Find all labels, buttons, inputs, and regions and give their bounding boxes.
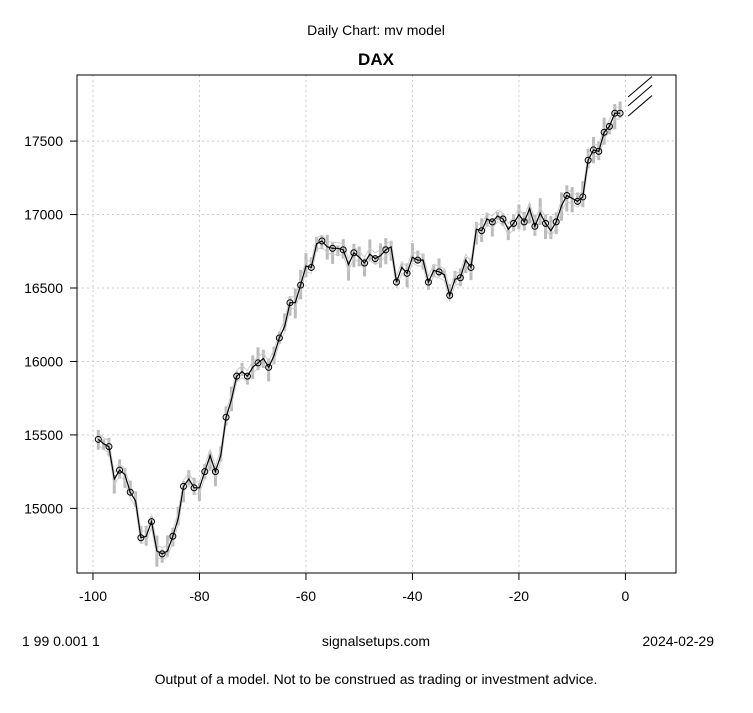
close-point (169, 532, 177, 540)
close-point (318, 237, 326, 245)
forecast-line-upper (627, 76, 653, 98)
close-point (531, 222, 539, 230)
series-lines (97, 106, 621, 561)
y-tick-label: 15500 (24, 427, 63, 443)
close-point (478, 227, 486, 235)
chart-suptitle: Daily Chart: mv model (307, 22, 445, 38)
close-point (275, 334, 283, 342)
close-point (254, 359, 262, 367)
close-point (190, 484, 198, 492)
forecast-line-lower (627, 95, 653, 117)
close-point (595, 147, 603, 155)
lower-band-line (97, 118, 621, 561)
close-point (371, 255, 379, 263)
close-point (126, 488, 134, 496)
close-point (148, 518, 156, 526)
close-point (116, 466, 124, 474)
close-point (297, 281, 305, 289)
close-point (579, 193, 587, 201)
close-point (611, 109, 619, 117)
footer-source: signalsetups.com (322, 633, 430, 649)
close-point (510, 219, 518, 227)
grid (77, 75, 676, 573)
close-point (435, 268, 443, 276)
plot-frame (76, 74, 677, 574)
y-tick-label: 16000 (24, 353, 63, 369)
close-point (520, 218, 528, 226)
x-tick-label: -80 (189, 588, 209, 604)
forecast-line-mid (627, 84, 653, 107)
close-point (361, 259, 369, 267)
close-point (563, 191, 571, 199)
y-tick-label: 17000 (24, 207, 63, 223)
close-point (616, 109, 624, 117)
close-point (382, 246, 390, 254)
close-point (137, 534, 145, 542)
close-points (94, 109, 624, 558)
close-point (467, 263, 475, 271)
close-point (105, 443, 113, 451)
x-tick-label: 0 (622, 588, 630, 604)
close-point (233, 372, 241, 380)
forecast-lines (627, 76, 653, 117)
close-point (179, 482, 187, 490)
axes: -100 -80 -60 -40 -20 0 15000 15500 16000 16500 170… (24, 133, 629, 604)
close-point (307, 263, 315, 271)
y-tick-label: 16500 (24, 280, 63, 296)
close-point (211, 468, 219, 476)
close-point (605, 122, 613, 130)
close-point (424, 278, 432, 286)
close-point (403, 269, 411, 277)
close-point (286, 299, 294, 307)
close-point (584, 156, 592, 164)
close-point (499, 215, 507, 223)
close-point (350, 249, 358, 257)
close-point (542, 219, 550, 227)
close-point (600, 128, 608, 136)
close-point (222, 413, 230, 421)
close-point (158, 550, 166, 558)
close-point (265, 363, 273, 371)
close-point (392, 278, 400, 286)
x-tick-label: -20 (509, 588, 529, 604)
x-tick-label: -40 (402, 588, 422, 604)
y-tick-label: 17500 (24, 133, 63, 149)
close-point (414, 256, 422, 264)
close-point (446, 291, 454, 299)
y-tick-label: 15000 (24, 500, 63, 516)
close-line (97, 112, 621, 555)
close-point (456, 274, 464, 282)
range-bars (96, 101, 622, 567)
close-point (573, 197, 581, 205)
close-point (329, 244, 337, 252)
close-point (201, 468, 209, 476)
footer-date: 2024-02-29 (642, 633, 714, 649)
close-point (488, 218, 496, 226)
close-point (94, 435, 102, 443)
x-tick-label: -60 (296, 588, 316, 604)
close-point (339, 246, 347, 254)
footer-disclaimer: Output of a model. Not to be construed a… (155, 671, 598, 687)
x-tick-label: -100 (79, 588, 107, 604)
chart-title: DAX (358, 50, 395, 69)
close-point (243, 372, 251, 380)
upper-band-line (97, 106, 621, 549)
close-point (552, 218, 560, 226)
footer-params: 1 99 0.001 1 (22, 633, 100, 649)
